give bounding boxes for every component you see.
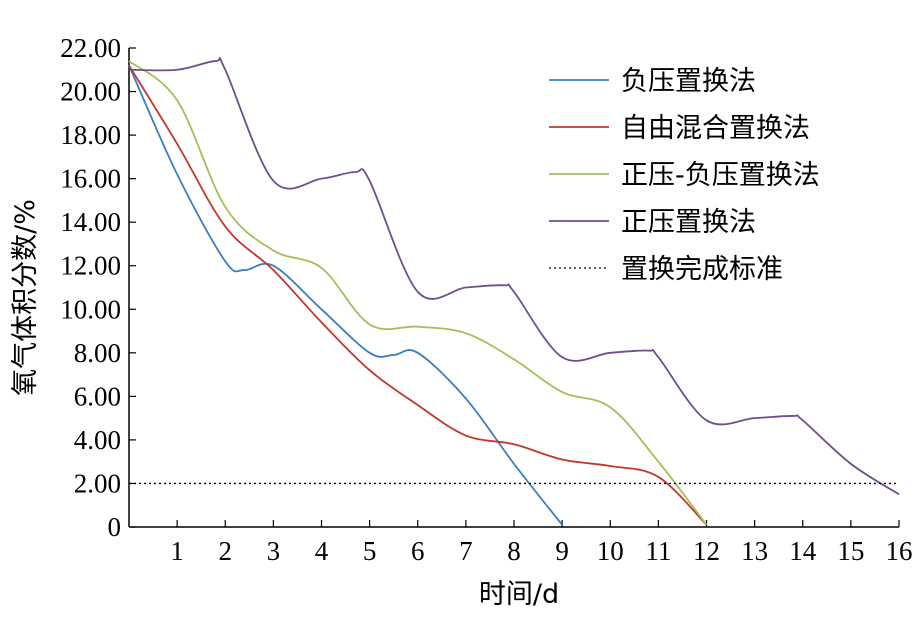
x-axis-title: 时间/d <box>479 579 559 610</box>
y-tick-label: 4.00 <box>74 425 121 455</box>
x-tick-label: 16 <box>886 536 913 566</box>
x-tick-label: 12 <box>693 536 720 566</box>
x-tick-label: 13 <box>741 536 768 566</box>
y-tick-label: 10.00 <box>60 294 121 324</box>
series-line-2 <box>128 64 708 526</box>
y-tick-label: 18.00 <box>60 120 121 150</box>
x-tick-label: 1 <box>170 536 184 566</box>
legend-label-5: 置换完成标准 <box>621 254 783 285</box>
x-tick-label: 11 <box>645 536 671 566</box>
x-tick-label: 14 <box>789 536 817 566</box>
x-tick-label: 2 <box>219 536 233 566</box>
x-tick-label: 3 <box>267 536 281 566</box>
x-tick-label: 5 <box>363 536 377 566</box>
y-tick-label: 14.00 <box>60 207 121 237</box>
y-tick-label: 0 <box>108 512 122 542</box>
y-tick-label: 20.00 <box>60 77 121 107</box>
x-tick-label: 6 <box>411 536 425 566</box>
legend-label-4: 正压置换法 <box>621 207 756 238</box>
y-tick-label: 12.00 <box>60 251 121 281</box>
series-line-3 <box>128 60 708 526</box>
axes: 0 2.00 4.00 6.00 8.00 10.00 12.00 14.00 16.00 18.… <box>10 33 913 610</box>
y-axis-title: 氧气体积分数/% <box>10 199 41 396</box>
series-line-1 <box>128 65 563 526</box>
y-tick-label: 2.00 <box>74 468 121 498</box>
x-tick-label: 7 <box>459 536 473 566</box>
x-tick-label: 4 <box>315 536 329 566</box>
x-tick-label: 10 <box>597 536 624 566</box>
x-tick-label: 15 <box>837 536 864 566</box>
legend-label-3: 正压-负压置换法 <box>621 160 820 191</box>
series-line-4 <box>128 57 900 496</box>
legend-label-1: 负压置换法 <box>621 66 756 97</box>
legend-label-2: 自由混合置换法 <box>621 113 810 144</box>
y-tick-label: 22.00 <box>60 33 121 63</box>
series-layer <box>128 57 900 526</box>
y-tick-label: 6.00 <box>74 381 121 411</box>
y-tick-label: 16.00 <box>60 164 121 194</box>
x-tick-label: 9 <box>555 536 569 566</box>
x-tick-label: 8 <box>507 536 521 566</box>
y-tick-label: 8.00 <box>74 338 121 368</box>
